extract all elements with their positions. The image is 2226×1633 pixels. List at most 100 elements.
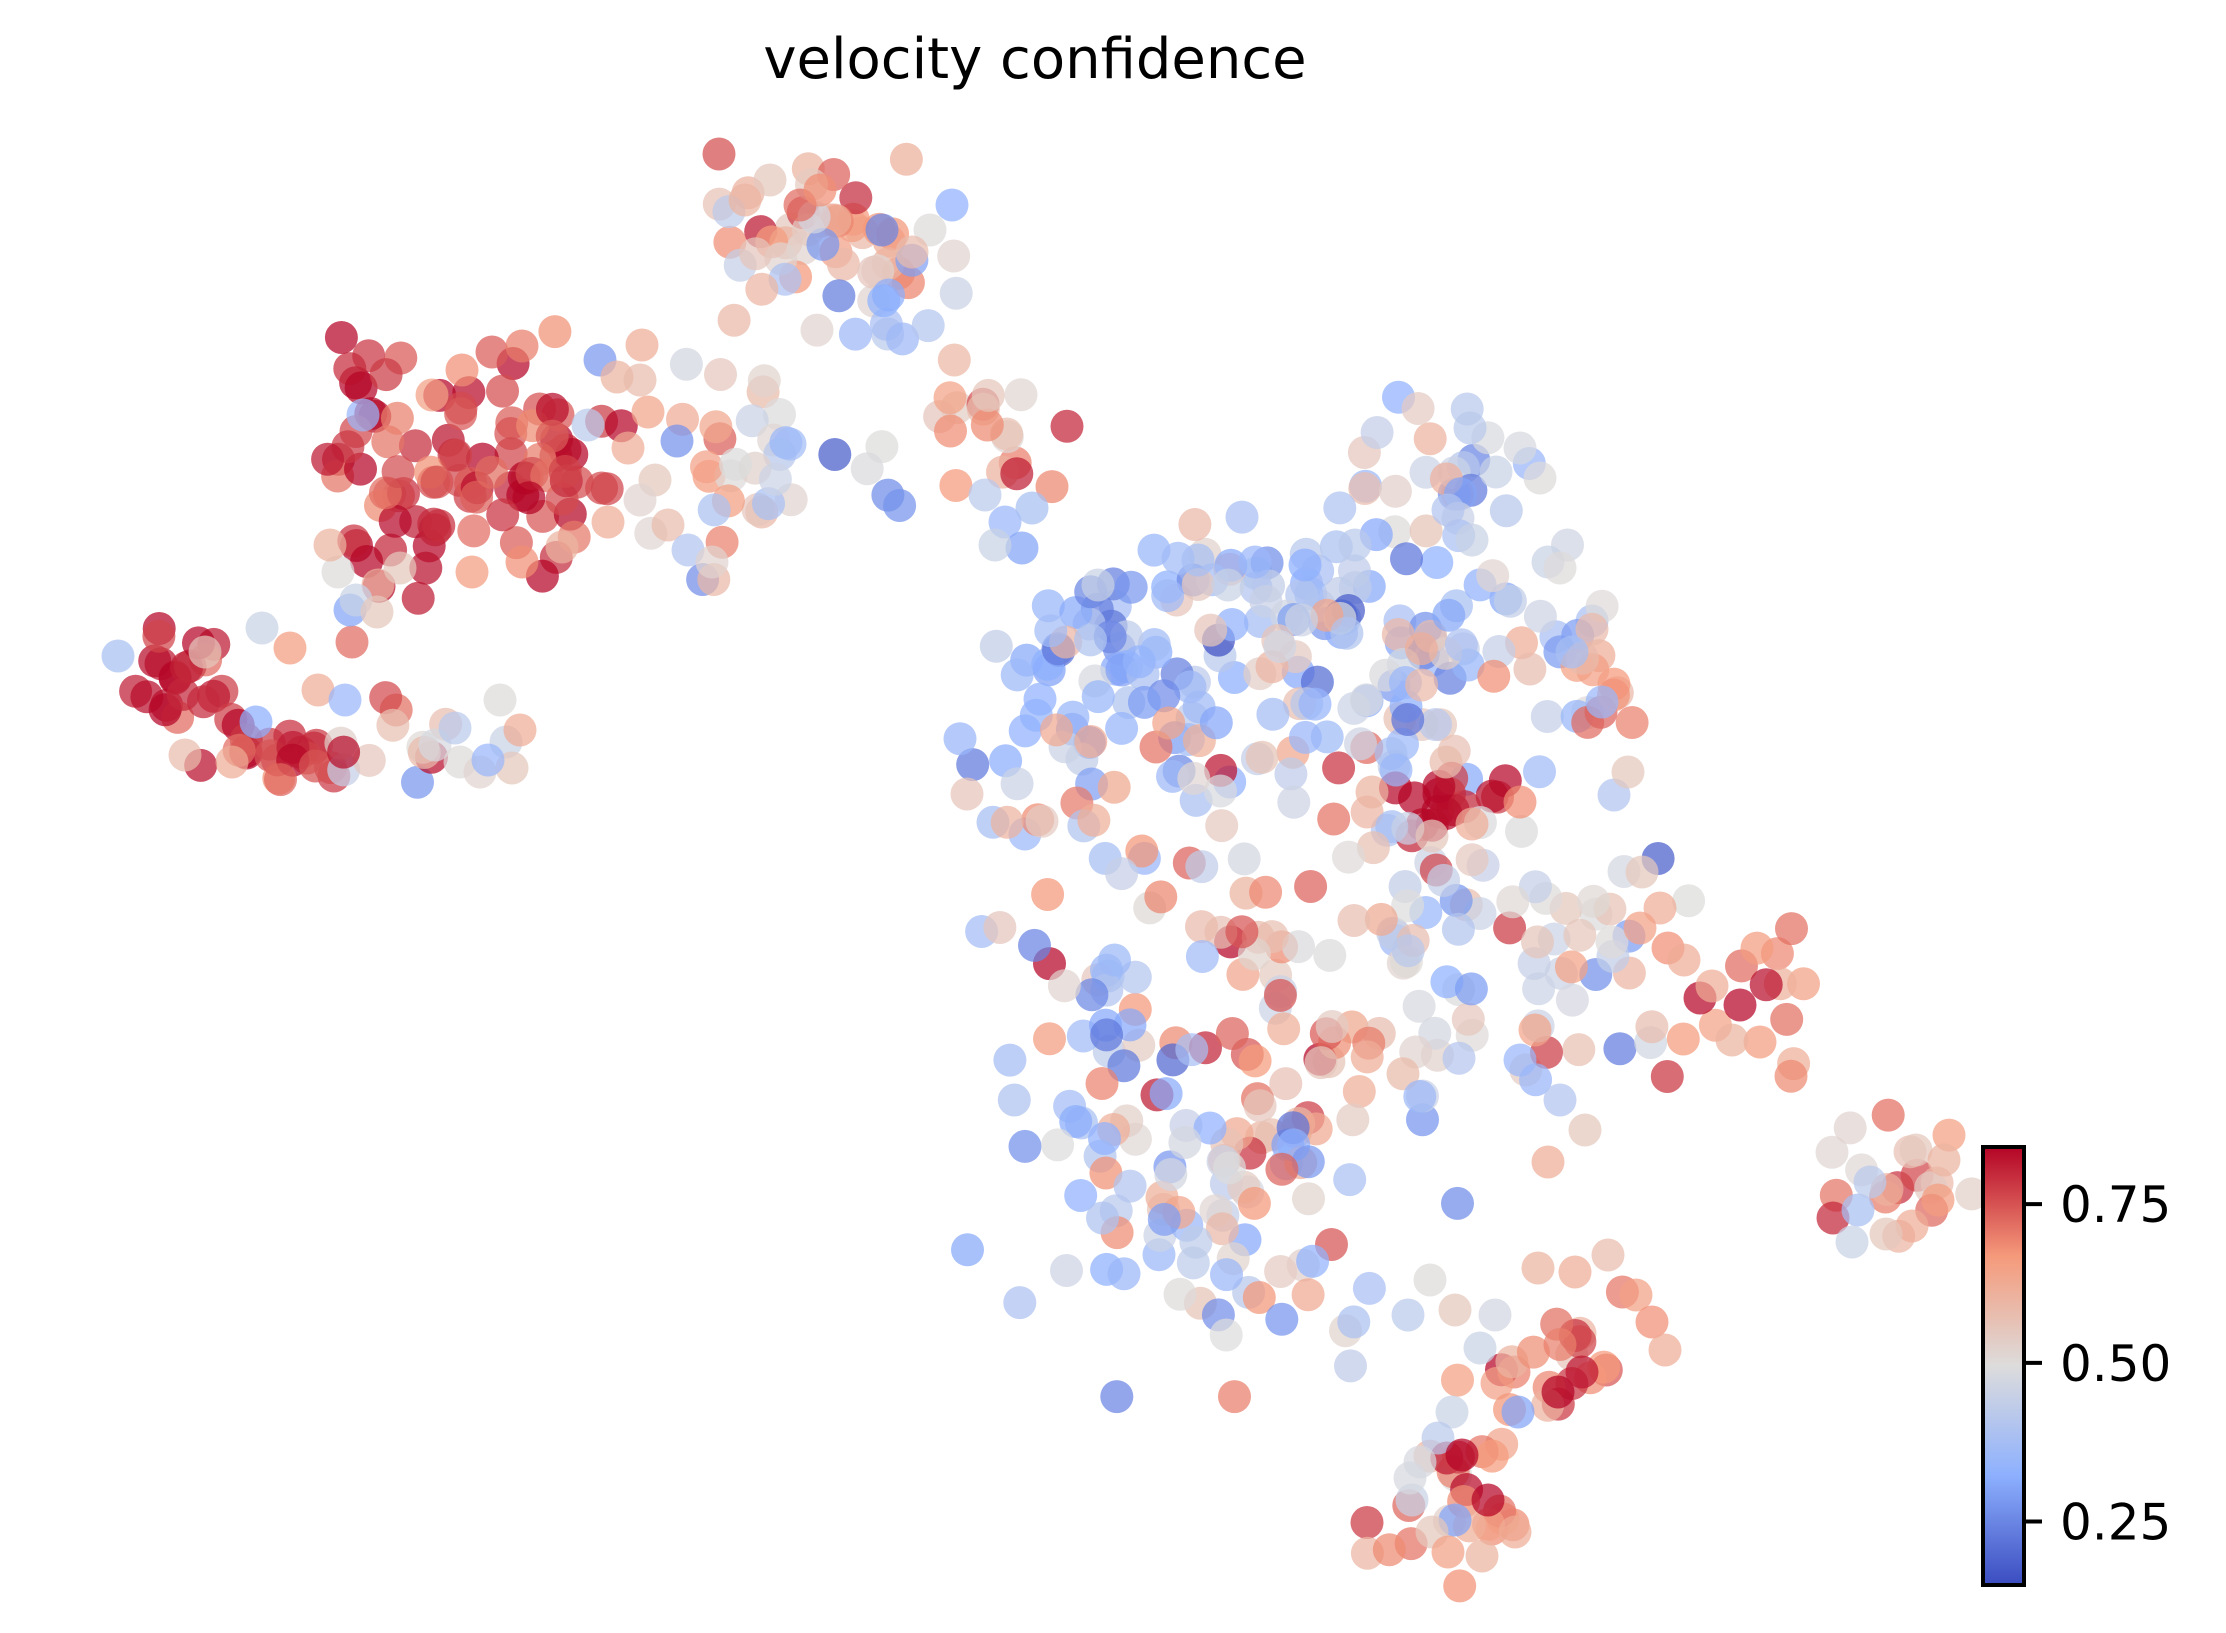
data-point <box>1163 1277 1197 1311</box>
data-point <box>486 374 519 408</box>
data-point <box>1185 850 1219 884</box>
data-point <box>1018 928 1051 962</box>
data-point <box>1787 967 1820 1001</box>
data-point <box>1774 1059 1808 1093</box>
data-point <box>1478 1298 1512 1332</box>
data-point <box>535 419 569 453</box>
scatter-points-layer <box>101 137 1989 1603</box>
data-point <box>1543 1083 1577 1117</box>
data-point <box>1304 1046 1338 1080</box>
data-point <box>1298 687 1332 721</box>
data-point <box>1615 706 1649 739</box>
data-point <box>535 392 569 426</box>
data-point <box>631 395 665 429</box>
data-point <box>990 805 1024 839</box>
colorbar-tick-label: 0.75 <box>2060 1176 2171 1234</box>
data-point <box>1263 630 1297 663</box>
data-point <box>1154 1158 1188 1191</box>
data-point <box>1576 884 1610 918</box>
data-point <box>1025 804 1059 838</box>
data-point <box>239 705 273 739</box>
data-point <box>327 735 361 769</box>
data-point <box>444 397 478 431</box>
data-point <box>455 555 489 589</box>
data-point <box>383 551 417 585</box>
data-point <box>1435 1395 1469 1429</box>
data-point <box>538 315 572 349</box>
data-point <box>475 455 508 489</box>
data-point <box>660 424 694 458</box>
data-point <box>971 378 1005 412</box>
data-point <box>378 504 412 538</box>
data-point <box>623 483 657 517</box>
data-point <box>1523 599 1557 633</box>
data-point <box>1035 470 1069 504</box>
data-point <box>1296 1244 1330 1278</box>
data-point <box>1227 842 1261 876</box>
data-point <box>1523 461 1557 495</box>
data-point <box>1225 500 1259 534</box>
data-point <box>1563 918 1597 952</box>
data-point <box>1090 1018 1124 1052</box>
data-point <box>1740 931 1774 965</box>
data-point <box>591 505 625 539</box>
data-point <box>1350 1040 1384 1074</box>
data-point <box>1441 1363 1474 1397</box>
data-point <box>328 683 362 717</box>
data-point <box>1125 834 1159 868</box>
data-point <box>1666 1022 1700 1056</box>
data-point <box>623 363 657 397</box>
data-point <box>1619 1278 1653 1312</box>
data-point <box>1315 1010 1349 1043</box>
data-point <box>886 322 919 356</box>
data-point <box>1568 1113 1602 1147</box>
data-point <box>1841 1193 1875 1227</box>
data-point <box>1391 703 1425 736</box>
data-point <box>1513 652 1547 686</box>
data-point <box>321 555 355 589</box>
data-point <box>889 142 923 176</box>
data-point <box>1085 1067 1119 1100</box>
data-point <box>1179 1225 1213 1259</box>
data-point <box>1895 1209 1929 1243</box>
data-point <box>438 711 472 745</box>
data-point <box>1543 1328 1577 1361</box>
data-point <box>503 713 537 747</box>
data-point <box>1420 546 1454 579</box>
data-point <box>369 681 403 715</box>
data-point <box>1215 1017 1249 1050</box>
data-point <box>1419 708 1452 741</box>
data-point <box>950 777 984 811</box>
data-point <box>1243 1089 1277 1123</box>
data-point <box>1635 1010 1669 1044</box>
data-point <box>1503 431 1537 465</box>
data-point <box>1455 523 1489 557</box>
data-point <box>1482 635 1516 668</box>
data-point <box>1263 978 1297 1012</box>
data-point <box>188 635 222 669</box>
data-point <box>978 528 1012 562</box>
data-point <box>1479 455 1513 489</box>
data-point <box>1086 1201 1119 1235</box>
data-point <box>1107 1049 1141 1083</box>
data-point <box>1023 682 1057 716</box>
data-point <box>933 381 967 415</box>
data-point <box>1344 727 1377 761</box>
data-point <box>1516 1335 1550 1369</box>
data-point <box>215 745 249 779</box>
data-point <box>728 183 762 217</box>
data-point <box>335 625 369 659</box>
data-point <box>1097 770 1131 804</box>
data-point <box>1242 1281 1276 1314</box>
data-point <box>1144 880 1178 914</box>
data-point <box>1591 1238 1625 1272</box>
data-point <box>445 353 479 387</box>
data-point <box>505 545 539 579</box>
data-point <box>1081 680 1115 714</box>
data-point <box>1269 1067 1303 1101</box>
data-point <box>697 493 731 527</box>
data-point <box>1205 809 1239 843</box>
data-point <box>1151 579 1185 613</box>
